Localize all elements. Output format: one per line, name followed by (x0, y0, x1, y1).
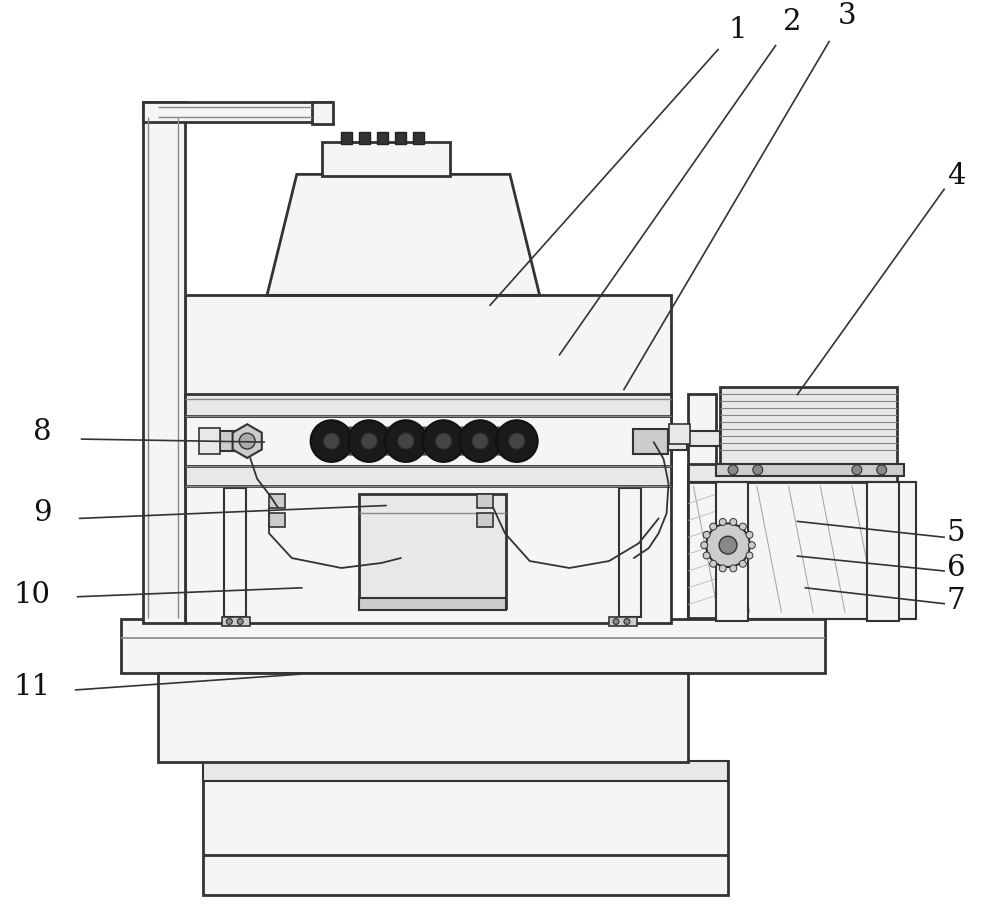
Text: 9: 9 (33, 499, 51, 527)
Text: 3: 3 (838, 2, 856, 30)
Polygon shape (143, 102, 331, 122)
Polygon shape (185, 466, 671, 486)
Circle shape (701, 542, 708, 548)
Text: 1: 1 (729, 15, 747, 44)
Polygon shape (269, 494, 285, 507)
Circle shape (739, 523, 746, 530)
Polygon shape (269, 514, 285, 527)
Polygon shape (668, 432, 687, 450)
Text: 4: 4 (947, 162, 965, 190)
Polygon shape (867, 482, 899, 620)
Circle shape (710, 523, 717, 530)
Circle shape (730, 565, 737, 572)
Circle shape (472, 433, 488, 449)
Circle shape (706, 523, 750, 567)
Polygon shape (199, 428, 220, 454)
Polygon shape (716, 464, 904, 476)
Polygon shape (185, 394, 671, 416)
Polygon shape (688, 431, 720, 446)
Polygon shape (633, 429, 668, 454)
Circle shape (710, 560, 717, 568)
Circle shape (746, 531, 753, 538)
Circle shape (448, 427, 476, 455)
Polygon shape (477, 494, 493, 507)
Polygon shape (185, 416, 671, 466)
Polygon shape (716, 482, 748, 620)
Polygon shape (203, 762, 728, 781)
Circle shape (398, 433, 414, 449)
Circle shape (226, 619, 232, 624)
Circle shape (703, 531, 710, 538)
Circle shape (753, 465, 763, 475)
Circle shape (411, 427, 439, 455)
Circle shape (719, 565, 726, 572)
Text: 2: 2 (783, 7, 802, 36)
Circle shape (613, 619, 619, 624)
Polygon shape (224, 487, 246, 617)
Circle shape (496, 420, 538, 462)
Circle shape (719, 518, 726, 526)
Polygon shape (185, 295, 671, 622)
Polygon shape (359, 598, 506, 609)
Polygon shape (477, 514, 493, 527)
Text: 6: 6 (947, 554, 965, 582)
Circle shape (336, 427, 364, 455)
Polygon shape (359, 494, 506, 608)
Circle shape (730, 518, 737, 526)
Circle shape (324, 433, 339, 449)
Polygon shape (222, 617, 250, 627)
Circle shape (624, 619, 630, 624)
Polygon shape (413, 132, 424, 144)
Circle shape (237, 619, 243, 624)
Polygon shape (688, 482, 916, 619)
Polygon shape (158, 673, 688, 763)
Circle shape (239, 433, 255, 449)
Circle shape (311, 420, 352, 462)
Circle shape (703, 552, 710, 559)
Circle shape (748, 542, 755, 548)
Polygon shape (377, 132, 388, 144)
Text: 5: 5 (947, 519, 965, 548)
Text: 11: 11 (14, 673, 51, 701)
Polygon shape (609, 617, 637, 627)
Text: 10: 10 (14, 580, 51, 609)
Circle shape (509, 433, 525, 449)
Polygon shape (359, 132, 370, 144)
Polygon shape (619, 487, 641, 617)
Polygon shape (121, 619, 825, 673)
Circle shape (485, 427, 513, 455)
Circle shape (746, 552, 753, 559)
Polygon shape (220, 431, 245, 451)
Circle shape (436, 433, 451, 449)
Circle shape (385, 420, 427, 462)
Polygon shape (669, 425, 690, 444)
Polygon shape (233, 425, 262, 458)
Polygon shape (322, 142, 450, 177)
Polygon shape (312, 102, 333, 124)
Circle shape (719, 537, 737, 554)
Polygon shape (720, 386, 897, 466)
Polygon shape (341, 132, 352, 144)
Text: 8: 8 (33, 418, 51, 446)
Polygon shape (267, 174, 540, 295)
Polygon shape (688, 464, 897, 482)
Circle shape (852, 465, 862, 475)
Polygon shape (143, 102, 185, 622)
Polygon shape (203, 762, 728, 896)
Circle shape (348, 420, 390, 462)
Circle shape (739, 560, 746, 568)
Circle shape (423, 420, 464, 462)
Circle shape (459, 420, 501, 462)
Circle shape (877, 465, 887, 475)
Circle shape (728, 465, 738, 475)
Polygon shape (395, 132, 406, 144)
Polygon shape (688, 394, 716, 618)
Circle shape (374, 427, 402, 455)
Circle shape (361, 433, 377, 449)
Text: 7: 7 (947, 587, 965, 615)
